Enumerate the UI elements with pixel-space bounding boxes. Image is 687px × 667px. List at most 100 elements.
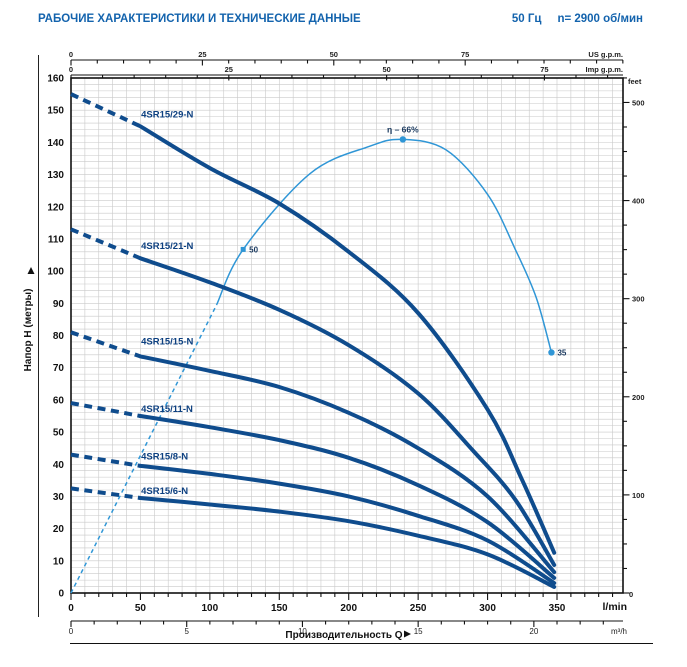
efficiency-marker	[548, 349, 555, 356]
bottom-divider-line	[70, 643, 653, 644]
tick-label-feet: 400	[632, 197, 645, 206]
tick-label-lmin: 50	[135, 603, 147, 614]
y-axis-feet	[623, 77, 630, 594]
efficiency-marker	[240, 246, 246, 252]
tick-label-metres: 80	[53, 331, 65, 342]
tick-label-feet-zero: 0	[629, 590, 633, 599]
tick-label-US g.p.m.: 50	[330, 50, 338, 59]
curve-label-4SR15/11-N: 4SR15/11-N	[141, 404, 193, 415]
tick-label-feet: 300	[632, 295, 645, 304]
tick-label-m3h: 10	[298, 627, 307, 636]
curve-4SR15/11-N	[138, 414, 557, 580]
tick-label-lmin: 0	[68, 603, 74, 614]
x-axis-lmin	[70, 593, 614, 600]
tick-label-feet: 500	[632, 98, 645, 107]
frequency-label: 50 Гц	[511, 13, 542, 25]
tick-label-metres: 150	[47, 106, 64, 117]
curve-group-4SR15/21-N: 4SR15/21-N	[70, 227, 557, 567]
curve-dashed-4SR15/6-N	[70, 486, 141, 500]
tick-label-lmin: 250	[410, 603, 427, 614]
tick-label-m3h: 0	[69, 627, 74, 636]
tick-label-feet: 100	[632, 491, 645, 500]
curve-label-4SR15/6-N: 4SR15/6-N	[141, 486, 188, 497]
left-margin-rule	[38, 55, 39, 617]
tick-label-metres: 40	[53, 460, 65, 471]
tick-label-feet: 200	[632, 393, 645, 402]
tick-label-metres: 100	[47, 267, 64, 278]
tick-label-metres: 120	[47, 202, 64, 213]
tick-label-metres: 20	[53, 524, 65, 535]
x-axis-title: Производительность Q	[285, 630, 402, 641]
tick-label-metres: 110	[48, 234, 65, 245]
tick-label-US g.p.m.: 75	[461, 50, 469, 59]
page-title: РАБОЧИЕ ХАРАКТЕРИСТИКИ И ТЕХНИЧЕСКИЕ ДАН…	[38, 13, 361, 25]
efficiency-point-label: 35	[557, 348, 566, 357]
efficiency-curve-dashed	[70, 304, 218, 594]
curve-group-4SR15/6-N: 4SR15/6-N	[70, 486, 557, 589]
tick-label-metres: 10	[53, 556, 65, 567]
curve-dashed-4SR15/11-N	[70, 401, 141, 418]
curve-label-4SR15/29-N: 4SR15/29-N	[141, 109, 193, 120]
x-axis-arrow-icon	[404, 630, 411, 638]
tick-label-metres: 90	[53, 299, 65, 310]
y-axis-arrow-icon	[27, 267, 35, 274]
y-axis-title: Напор H (метры)	[23, 289, 34, 372]
tick-label-metres: 130	[47, 170, 64, 181]
grid	[71, 78, 623, 593]
axis-unit-label-m3h: m³/h	[611, 627, 627, 636]
tick-label-metres: 60	[53, 395, 65, 406]
tick-label-Imp g.p.m.: 75	[540, 65, 548, 74]
tick-label-metres: 0	[58, 589, 64, 600]
curve-group-4SR15/11-N: 4SR15/11-N	[70, 401, 557, 580]
tick-label-lmin: 200	[340, 603, 357, 614]
curve-dashed-4SR15/15-N	[70, 330, 142, 359]
tick-label-Imp g.p.m.: 50	[382, 65, 390, 74]
tick-label-Imp g.p.m.: 25	[225, 65, 233, 74]
x-axis-us-gpm	[70, 59, 624, 66]
axis-unit-label: US g.p.m.	[588, 50, 623, 59]
efficiency-marker	[399, 136, 407, 143]
tick-label-metres: 50	[53, 428, 65, 439]
x-axis-imp-gpm	[70, 74, 623, 81]
efficiency-curve	[216, 138, 553, 353]
curve-group-4SR15/15-N: 4SR15/15-N	[70, 330, 557, 575]
curve-4SR15/15-N	[138, 354, 557, 575]
tick-label-metres: 140	[47, 138, 64, 149]
curve-dashed-4SR15/8-N	[70, 452, 141, 468]
curve-4SR15/21-N	[138, 256, 557, 567]
axis-unit-label-feet: feet	[628, 77, 642, 86]
tick-label-lmin: 100	[202, 603, 219, 614]
curve-4SR15/29-N	[138, 124, 557, 555]
efficiency-peak-label: η – 66%	[387, 124, 419, 134]
tick-label-metres: 160	[47, 74, 64, 85]
curve-label-4SR15/21-N: 4SR15/21-N	[141, 241, 193, 252]
tick-label-lmin: 150	[271, 603, 288, 614]
curve-label-4SR15/15-N: 4SR15/15-N	[141, 337, 193, 348]
curve-group-4SR15/29-N: 4SR15/29-N	[70, 92, 557, 555]
curve-4SR15/8-N	[138, 463, 557, 585]
tick-label-US g.p.m.: 25	[198, 50, 206, 59]
tick-label-m3h: 20	[529, 627, 538, 636]
curve-4SR15/6-N	[138, 496, 557, 589]
tick-label-Imp g.p.m.: 0	[69, 65, 73, 74]
tick-label-metres: 70	[53, 363, 65, 374]
tick-label-m3h: 15	[414, 627, 423, 636]
x-axis-m3h	[70, 620, 623, 627]
curve-label-4SR15/8-N: 4SR15/8-N	[141, 451, 188, 462]
curve-dashed-4SR15/21-N	[70, 227, 142, 261]
curve-group-4SR15/8-N: 4SR15/8-N	[70, 451, 557, 585]
plot-frame	[70, 77, 624, 594]
tick-label-US g.p.m.: 0	[69, 50, 73, 59]
tick-label-metres: 30	[53, 492, 65, 503]
axis-unit-label: Imp g.p.m.	[586, 65, 624, 74]
tick-label-lmin: 300	[479, 603, 496, 614]
tick-label-m3h: 5	[184, 627, 189, 636]
efficiency-point-label: 50	[249, 245, 258, 254]
operating-conditions: 50 Гц n= 2900 об/мин	[512, 13, 643, 25]
curve-dashed-4SR15/29-N	[70, 92, 142, 129]
tick-label-lmin: 350	[549, 603, 566, 614]
speed-label: n= 2900 об/мин	[557, 13, 643, 25]
axis-unit-label-lmin: l/min	[602, 601, 627, 613]
